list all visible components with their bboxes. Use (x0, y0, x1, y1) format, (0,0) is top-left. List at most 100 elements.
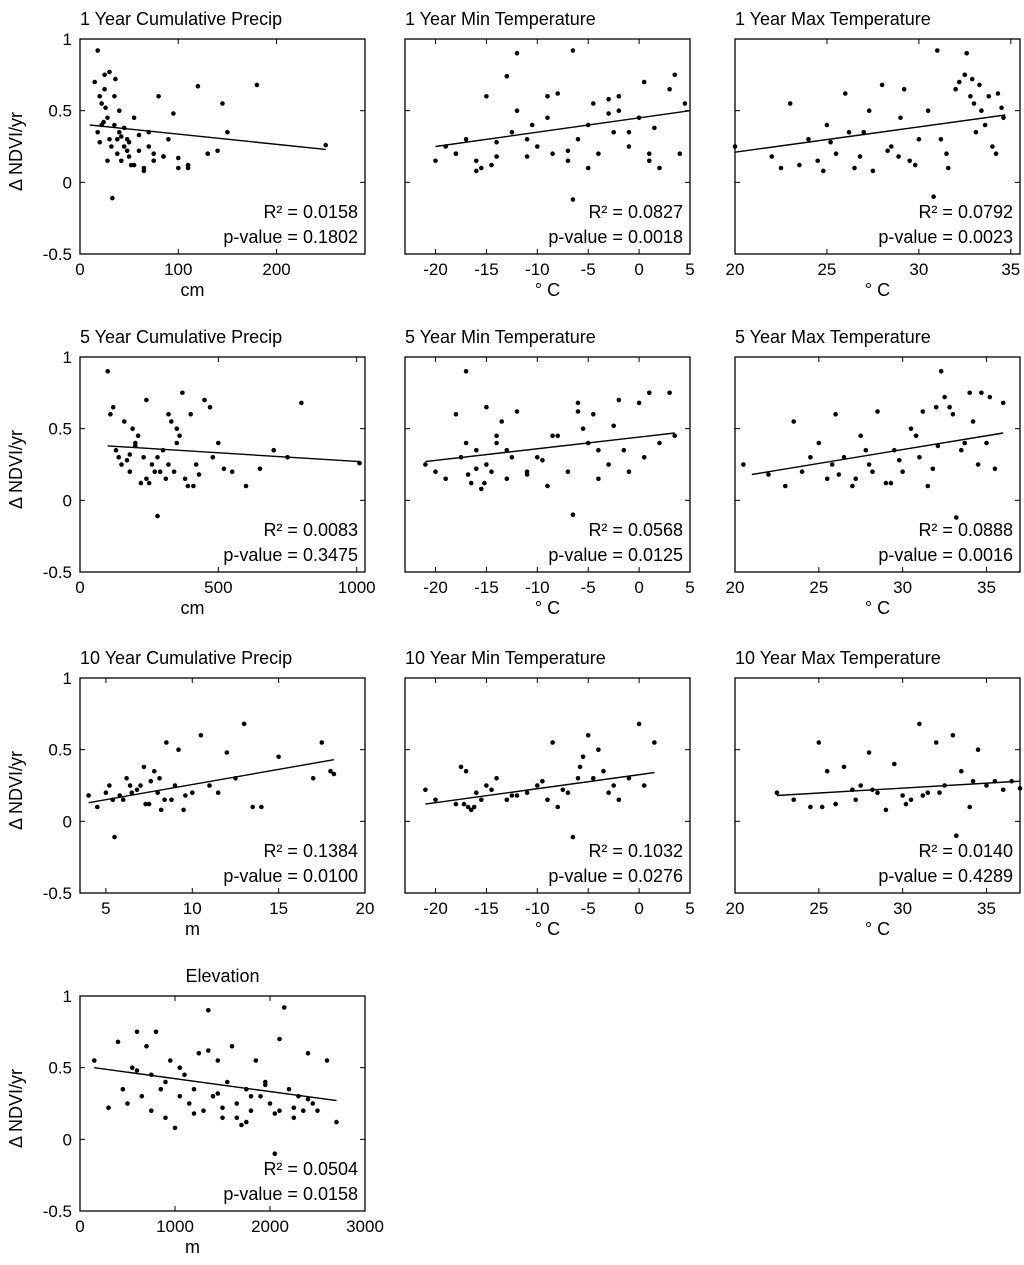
data-point (852, 165, 857, 171)
panel-8: 10 Year Min Temperature -20 -15 -10 -5 0 5 ° C R… (404, 648, 695, 939)
data-point (215, 1091, 221, 1096)
data-point (545, 115, 550, 121)
data-point (229, 469, 235, 475)
data-point (291, 1115, 297, 1121)
data-point (225, 1079, 230, 1085)
data-point (545, 797, 550, 803)
data-point (166, 412, 171, 417)
plot-frame (734, 356, 1021, 573)
data-point (134, 1068, 140, 1073)
data-point (484, 783, 489, 788)
data-point (889, 144, 894, 149)
data-point (577, 764, 583, 770)
data-point (112, 834, 117, 840)
y-tick-label: -0.5 (43, 884, 72, 903)
data-point (992, 466, 998, 472)
data-point (791, 419, 796, 424)
data-point (225, 129, 230, 135)
x-axis-label: m (185, 919, 200, 939)
data-point (155, 455, 160, 460)
data-point (474, 790, 479, 795)
data-point (164, 740, 169, 745)
data-point (144, 476, 149, 482)
data-point (109, 144, 114, 149)
data-point (494, 433, 499, 439)
r-squared-label: R² = 0.0792 (918, 202, 1013, 222)
data-point (215, 1058, 221, 1063)
data-point (157, 469, 163, 475)
data-point (897, 457, 902, 463)
x-tick-label: 25 (817, 260, 836, 279)
x-tick-label: 3000 (346, 1217, 384, 1236)
data-point (550, 151, 555, 156)
plot-frame (79, 356, 366, 573)
data-point (146, 144, 152, 149)
data-point (973, 129, 979, 135)
data-point (191, 1111, 197, 1116)
data-point (181, 807, 186, 813)
x-tick-label: 30 (893, 578, 912, 597)
data-point (201, 1108, 206, 1113)
data-point (975, 747, 981, 752)
data-point (850, 483, 855, 489)
x-tick-label: 0 (634, 260, 643, 279)
data-point (611, 783, 616, 788)
data-point (461, 801, 467, 807)
r-squared-label: R² = 0.0827 (588, 202, 683, 222)
data-point (95, 48, 100, 53)
data-point (616, 797, 622, 803)
data-point (912, 162, 918, 168)
data-point (324, 1058, 330, 1063)
data-point (950, 412, 956, 417)
data-point (243, 483, 249, 489)
data-point (824, 768, 830, 774)
data-point (153, 1029, 159, 1035)
data-point (463, 369, 469, 374)
data-point (215, 148, 220, 154)
data-point (626, 776, 632, 781)
data-point (647, 151, 652, 156)
data-point (220, 1115, 225, 1121)
data-point (144, 1043, 149, 1049)
data-point (970, 419, 976, 424)
data-point (504, 476, 510, 482)
chart-title: 10 Year Max Temperature (735, 648, 941, 668)
data-point (138, 480, 144, 486)
data-point (580, 426, 586, 432)
y-tick-label: -0.5 (43, 563, 72, 582)
data-point (866, 108, 872, 113)
regression-line (88, 759, 335, 804)
data-point (117, 108, 122, 113)
data-point (908, 797, 914, 803)
x-tick-label: 5 (685, 260, 694, 279)
r-squared-label: R² = 0.0888 (918, 520, 1013, 540)
data-point (463, 440, 469, 446)
data-point (806, 137, 811, 142)
data-point (128, 162, 134, 168)
y-axis-label: Δ NDVI/yr (6, 1069, 26, 1148)
data-point (979, 108, 984, 113)
data-point (898, 115, 903, 121)
data-point (157, 776, 162, 781)
data-point (206, 1048, 211, 1053)
data-point (171, 111, 176, 116)
data-point (570, 197, 576, 202)
data-point (504, 797, 510, 803)
data-point (484, 462, 489, 467)
data-point (585, 165, 591, 171)
data-point (210, 1094, 216, 1099)
data-point (819, 804, 825, 810)
data-point (596, 476, 601, 482)
data-point (169, 797, 174, 803)
data-point (119, 134, 124, 139)
y-tick-label: 1 (63, 30, 72, 49)
data-point (254, 82, 260, 88)
y-tick-label: 0.5 (48, 741, 72, 760)
r-squared-label: R² = 0.0158 (263, 202, 358, 222)
chart-title: 5 Year Cumulative Precip (80, 327, 282, 347)
x-tick-label: 100 (164, 260, 192, 279)
data-point (870, 168, 876, 174)
data-point (866, 462, 872, 467)
data-point (156, 94, 161, 99)
